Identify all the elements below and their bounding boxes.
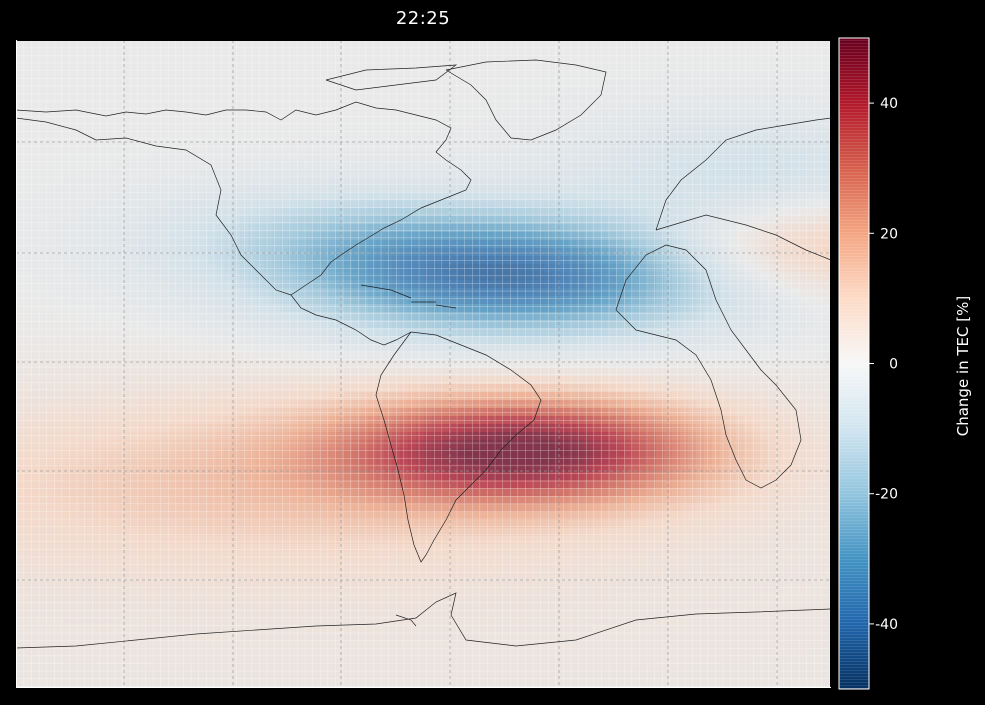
chart-title: 22:25 (395, 8, 451, 29)
map-plot (16, 40, 831, 688)
